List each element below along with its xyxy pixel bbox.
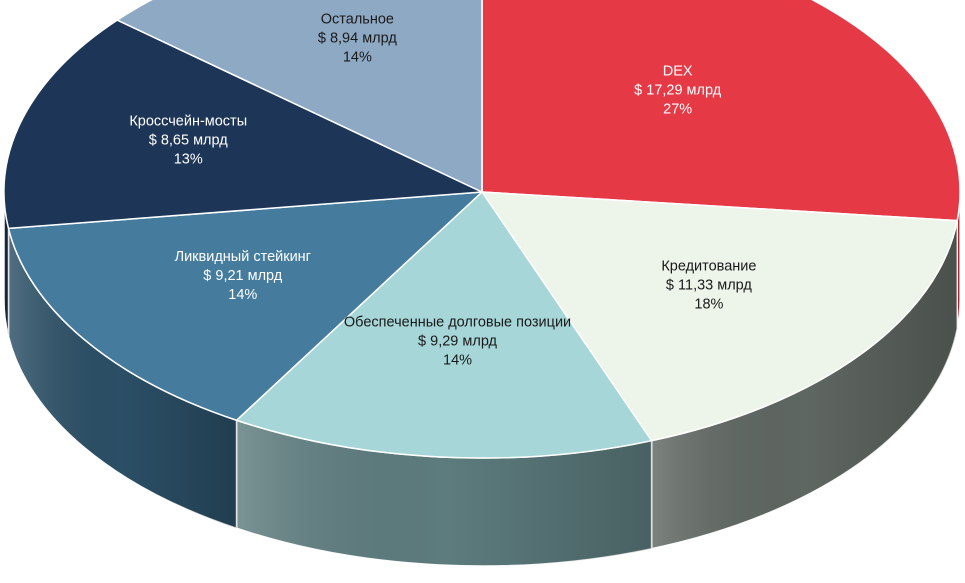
pie-labels: DEX $ 17,29 млрд 27% Кредитование $ 11,33 мл… bbox=[129, 11, 756, 368]
slice-3 bbox=[7, 191, 483, 421]
slice-5 bbox=[116, 0, 483, 193]
slice-label-value-2: $ 9,29 млрд bbox=[418, 334, 498, 350]
slice-label-value-0: $ 17,29 млрд bbox=[634, 82, 722, 98]
slice-label-name-3: Ликвидный стейкинг bbox=[175, 249, 311, 265]
pie-top-faces bbox=[3, 0, 961, 459]
slice-side-shade-2 bbox=[236, 420, 652, 567]
slice-4 bbox=[3, 19, 483, 230]
slice-2 bbox=[235, 191, 653, 459]
slice-label-percent-0: 27% bbox=[663, 101, 692, 117]
slice-label-percent-4: 13% bbox=[174, 152, 203, 168]
slice-label-value-3: $ 9,21 млрд bbox=[203, 268, 283, 284]
slice-side-shade-4 bbox=[3, 192, 9, 337]
slice-label-3: Ликвидный стейкинг $ 9,21 млрд 14% bbox=[175, 249, 311, 303]
slice-label-percent-1: 18% bbox=[694, 297, 723, 313]
slice-label-percent-5: 14% bbox=[343, 49, 372, 65]
slice-label-5: Остальное $ 8,94 млрд 14% bbox=[318, 11, 398, 65]
slice-label-4: Кроссчейн-мосты $ 8,65 млрд 13% bbox=[129, 114, 247, 168]
slice-0 bbox=[481, 0, 961, 222]
slice-label-name-5: Остальное bbox=[321, 11, 394, 27]
slice-label-name-4: Кроссчейн-мосты bbox=[129, 114, 247, 130]
slice-label-name-2: Обеспеченные долговые позиции bbox=[344, 315, 571, 331]
slice-label-name-1: Кредитование bbox=[661, 259, 756, 275]
slice-label-percent-3: 14% bbox=[228, 287, 257, 303]
slice-side-shade-1 bbox=[651, 220, 958, 549]
slice-label-value-5: $ 8,94 млрд bbox=[318, 30, 398, 46]
slice-label-2: Обеспеченные долговые позиции $ 9,29 млрд… bbox=[344, 315, 571, 369]
pie-side-walls bbox=[3, 191, 961, 567]
slice-label-1: Кредитование $ 11,33 млрд 18% bbox=[661, 259, 756, 313]
slice-label-value-4: $ 8,65 млрд bbox=[149, 133, 229, 149]
slice-label-0: DEX $ 17,29 млрд 27% bbox=[634, 63, 722, 117]
slice-label-name-0: DEX bbox=[663, 63, 693, 79]
slice-label-percent-2: 14% bbox=[443, 353, 472, 369]
slice-1 bbox=[481, 191, 958, 442]
slice-side-shade-3 bbox=[8, 228, 237, 529]
slice-label-value-1: $ 11,33 млрд bbox=[666, 278, 752, 294]
